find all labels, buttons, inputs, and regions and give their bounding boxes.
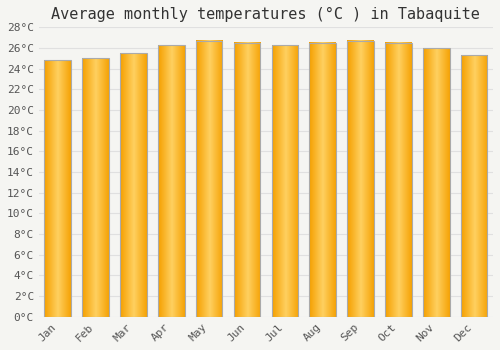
Bar [461, 55, 487, 317]
Bar [310, 43, 336, 317]
Bar [385, 43, 411, 317]
Bar [158, 45, 184, 317]
Title: Average monthly temperatures (°C ) in Tabaquite: Average monthly temperatures (°C ) in Ta… [52, 7, 480, 22]
Bar [82, 58, 109, 317]
Bar [348, 41, 374, 317]
Bar [234, 43, 260, 317]
Bar [120, 53, 146, 317]
Bar [196, 41, 222, 317]
Bar [44, 61, 71, 317]
Bar [423, 48, 450, 317]
Bar [272, 45, 298, 317]
